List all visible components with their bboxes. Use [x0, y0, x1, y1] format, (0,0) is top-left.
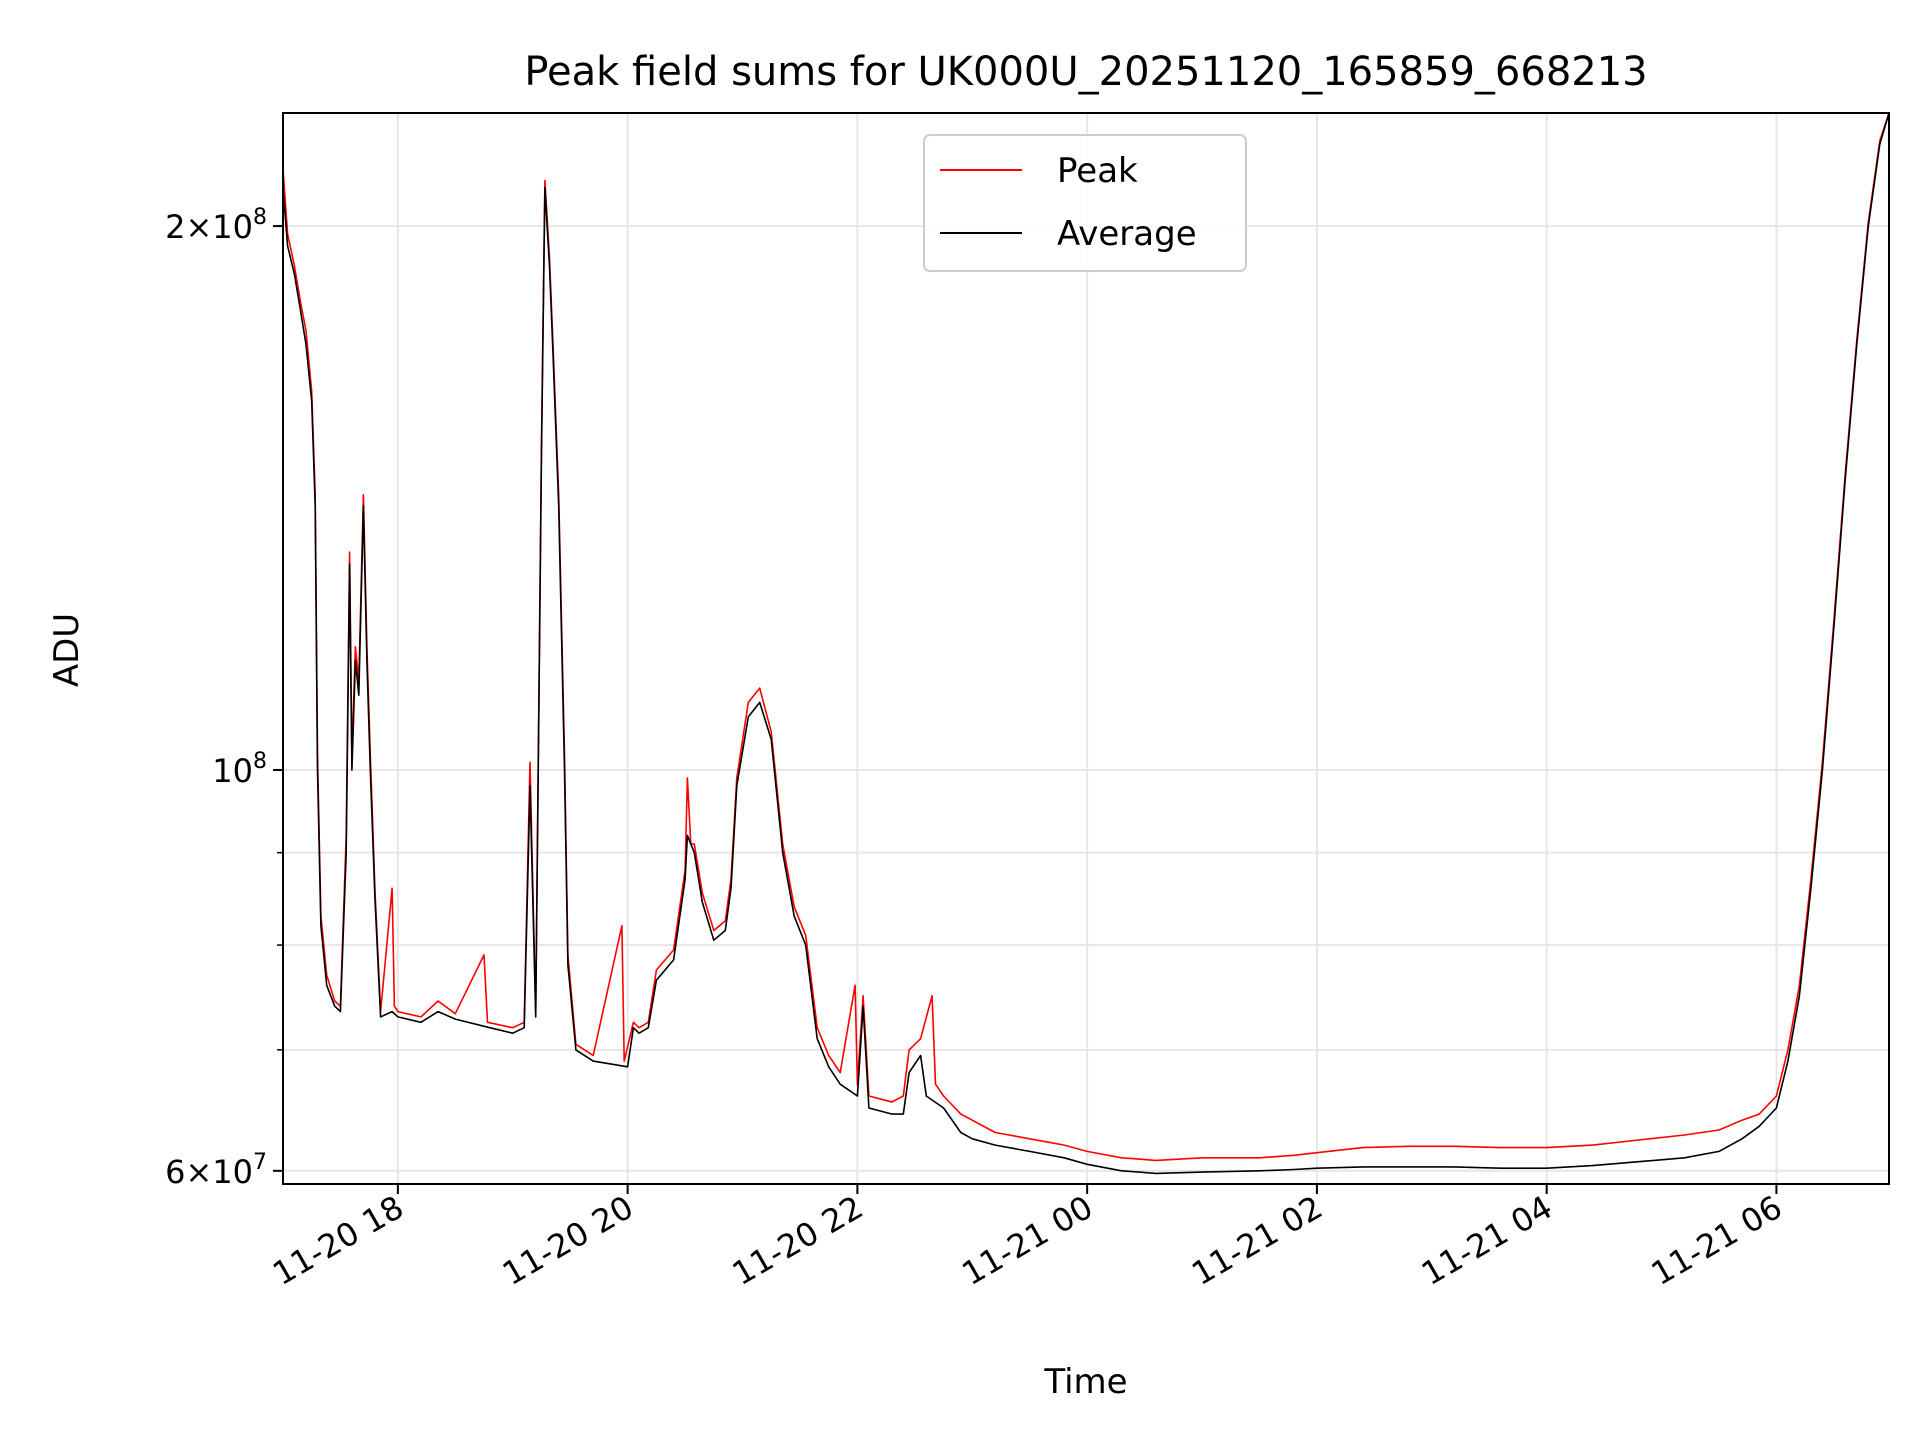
- y-tick-label: 108: [212, 749, 267, 790]
- grid-layer: [283, 113, 1889, 1184]
- x-axis-label: Time: [1043, 1362, 1127, 1402]
- series-layer: [282, 112, 1890, 1175]
- y-tick-label: 2×108: [165, 205, 267, 246]
- legend-label-average: Average: [1057, 214, 1197, 254]
- legend-label-peak: Peak: [1057, 151, 1138, 191]
- y-axis-label: ADU: [47, 613, 87, 687]
- y-tick-label: 6×107: [165, 1150, 267, 1191]
- chart-title: Peak field sums for UK000U_20251120_1658…: [524, 49, 1647, 95]
- legend: Peak Average: [923, 134, 1247, 272]
- series-line-average: [282, 112, 1890, 1175]
- plot-frame: [282, 112, 1890, 1185]
